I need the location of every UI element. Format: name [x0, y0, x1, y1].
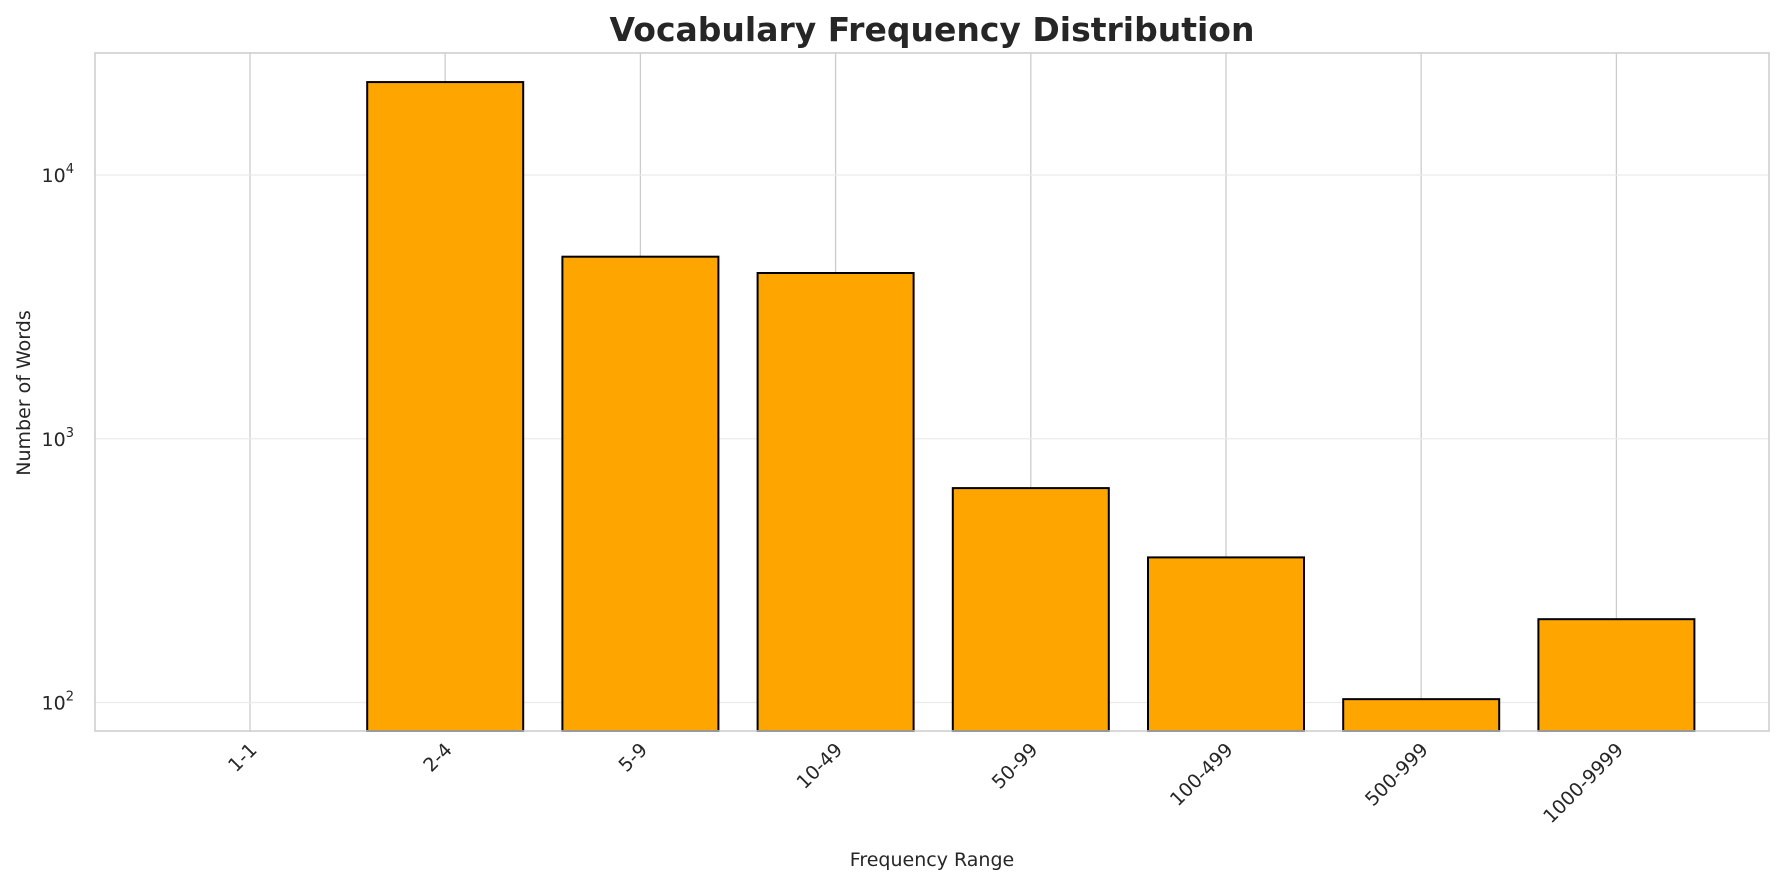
x-tick-label: 1000-9999 [1539, 739, 1628, 828]
y-tick-label: 102 [42, 690, 74, 715]
bar-2-4 [366, 81, 525, 732]
y-axis-label: Number of Words [13, 310, 35, 475]
x-axis-label: Frequency Range [850, 849, 1014, 871]
x-tick-labels: 1-1 2-4 5-9 10-49 50-99 100-499 500-999 1000-99… [224, 739, 1628, 828]
x-tick-label: 2-4 [419, 739, 457, 777]
x-tick-label: 5-9 [614, 739, 652, 777]
plot-frame [94, 52, 1770, 732]
bar-5-9 [561, 255, 720, 732]
x-tick-label: 1-1 [224, 739, 262, 777]
bars [366, 81, 1696, 733]
y-tick-label: 104 [42, 162, 74, 187]
chart-title: Vocabulary Frequency Distribution [610, 10, 1255, 49]
bar-50-99 [951, 487, 1110, 732]
x-tick-label: 100-499 [1166, 739, 1238, 811]
grid [95, 53, 1769, 731]
x-tick-label: 10-49 [793, 739, 848, 794]
x-tick-label: 500-999 [1361, 739, 1433, 811]
bar-1000-9999 [1537, 618, 1696, 732]
x-tick-label: 50-99 [988, 739, 1043, 794]
bar-500-999 [1342, 698, 1501, 733]
y-tick-labels: 102 103 104 [42, 162, 74, 715]
bar-100-499 [1147, 556, 1305, 733]
bar-10-49 [756, 271, 915, 732]
y-tick-label: 103 [42, 426, 74, 451]
